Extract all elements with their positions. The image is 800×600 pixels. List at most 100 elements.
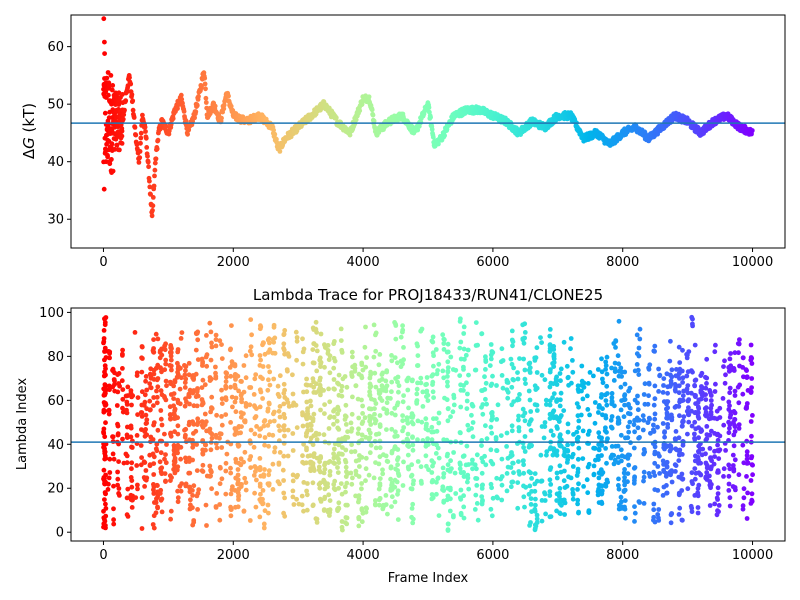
data-point (717, 415, 723, 420)
data-point (405, 387, 411, 393)
data-point (154, 448, 160, 454)
data-point (393, 429, 398, 435)
data-point (294, 496, 299, 502)
data-point (123, 98, 129, 104)
data-point (692, 476, 698, 482)
data-point (242, 475, 248, 481)
data-point (723, 448, 728, 453)
data-point (727, 495, 733, 501)
data-point (618, 384, 624, 390)
data-point (168, 516, 174, 522)
data-point (726, 365, 732, 370)
data-point (726, 473, 732, 479)
data-point (228, 470, 234, 476)
data-point (565, 375, 571, 381)
data-point (300, 361, 306, 367)
data-point (129, 497, 135, 503)
data-point (435, 445, 441, 451)
data-point (183, 432, 188, 438)
data-point (405, 443, 410, 448)
data-point (154, 146, 160, 152)
data-point (744, 375, 750, 380)
data-point (321, 432, 327, 438)
data-point (339, 524, 345, 530)
data-point (475, 517, 481, 523)
data-point (634, 362, 640, 367)
data-point (645, 401, 651, 407)
data-point (697, 446, 703, 452)
data-point (615, 419, 621, 424)
data-point (632, 474, 637, 480)
data-point (445, 383, 450, 389)
data-point (182, 403, 188, 409)
data-point (252, 376, 258, 382)
data-point (359, 486, 364, 492)
data-point (528, 417, 534, 423)
data-point (285, 453, 291, 459)
data-point (265, 387, 271, 393)
data-point (338, 326, 344, 332)
data-point (257, 481, 263, 487)
data-point (153, 510, 159, 516)
data-point (464, 398, 470, 404)
data-point (409, 514, 414, 520)
data-point (554, 448, 560, 454)
data-point (392, 412, 398, 418)
data-point (331, 446, 337, 452)
data-point (389, 494, 395, 500)
data-point (574, 401, 580, 406)
data-point (232, 382, 238, 388)
data-point (202, 411, 208, 417)
data-point (473, 320, 479, 325)
data-point (303, 460, 309, 466)
data-point (435, 475, 441, 481)
data-point (241, 509, 247, 514)
data-point (528, 428, 534, 433)
data-point (213, 370, 218, 376)
data-point (433, 347, 439, 352)
data-point (533, 502, 538, 508)
data-point (335, 470, 341, 475)
data-point (483, 462, 489, 468)
data-point (277, 481, 282, 487)
data-point (242, 418, 247, 424)
data-point (223, 379, 229, 384)
data-point (504, 430, 510, 436)
data-point (436, 455, 442, 461)
data-point (581, 384, 587, 390)
data-point (135, 412, 141, 417)
data-point (703, 392, 708, 397)
data-point (646, 415, 652, 421)
data-point (410, 442, 416, 448)
data-point (366, 94, 372, 100)
data-point (175, 347, 181, 352)
data-point (581, 484, 586, 489)
data-point (311, 451, 317, 456)
data-point (625, 424, 631, 430)
data-point (265, 502, 271, 508)
data-point (434, 479, 439, 485)
data-point (125, 424, 130, 430)
data-point (445, 528, 451, 533)
data-point (395, 374, 401, 380)
data-point (150, 195, 156, 200)
data-point (568, 475, 574, 481)
data-point (627, 411, 633, 417)
data-point (727, 356, 733, 362)
data-point (441, 341, 447, 346)
data-point (107, 470, 113, 475)
data-point (191, 483, 197, 489)
data-point (584, 393, 590, 399)
data-point (411, 478, 416, 484)
data-point (152, 173, 157, 179)
data-point (310, 418, 316, 424)
data-point (516, 397, 522, 402)
data-point (509, 428, 515, 434)
data-point (556, 419, 562, 424)
data-point (203, 100, 209, 105)
data-point (217, 502, 223, 507)
data-point (217, 517, 223, 523)
data-point (472, 367, 478, 373)
data-point (109, 157, 114, 162)
data-point (147, 398, 153, 404)
